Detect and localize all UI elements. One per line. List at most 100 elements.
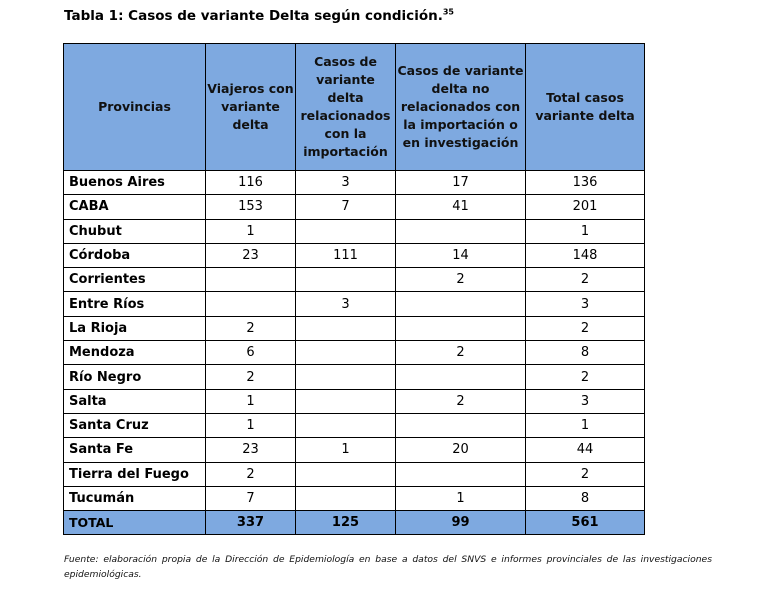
table-title: Tabla 1: Casos de variante Delta según c… xyxy=(64,8,454,24)
table-row: Tierra del Fuego 2 2 xyxy=(63,461,645,487)
table-row: Río Negro 2 2 xyxy=(63,364,645,390)
cell-no-relacionados: 2 xyxy=(395,340,526,366)
cell-no-relacionados xyxy=(395,364,526,390)
cell-viajeros: 153 xyxy=(205,194,296,220)
source-note: Fuente: elaboración propia de la Direcci… xyxy=(64,554,712,580)
cell-viajeros: 7 xyxy=(205,485,296,512)
cell-no-relacionados xyxy=(395,412,526,439)
cell-viajeros: 6 xyxy=(205,340,296,366)
cell-viajeros: 2 xyxy=(205,315,296,342)
table-row: Corrientes 2 2 xyxy=(63,267,645,293)
cell-no-relacionados xyxy=(395,218,526,244)
cell-provincia: Buenos Aires xyxy=(63,169,206,196)
col-header-relacionados: Casos de variante delta relacionados con… xyxy=(295,43,396,171)
cell-no-relacionados: 17 xyxy=(395,169,526,196)
cell-no-relacionados: 99 xyxy=(395,510,526,536)
cell-total: 2 xyxy=(525,315,645,342)
cell-total: 1 xyxy=(525,412,645,439)
cell-total: 44 xyxy=(525,437,645,463)
table-row: Buenos Aires 116 3 17 136 xyxy=(63,169,645,196)
cell-provincia: Chubut xyxy=(63,218,206,244)
table-body: Buenos Aires 116 3 17 136 CABA 153 7 41 201 Chubut… xyxy=(63,169,645,536)
cell-no-relacionados: 1 xyxy=(395,485,526,512)
cell-total: 8 xyxy=(525,485,645,512)
cell-provincia: Tucumán xyxy=(63,485,206,512)
cell-no-relacionados: 2 xyxy=(395,388,526,414)
table-row: Tucumán 7 1 8 xyxy=(63,485,645,512)
cell-provincia: Mendoza xyxy=(63,340,206,366)
cell-relacionados xyxy=(295,218,396,244)
cell-provincia: Salta xyxy=(63,388,206,414)
cell-total: 1 xyxy=(525,218,645,244)
cell-total: 561 xyxy=(525,510,645,536)
cell-no-relacionados: 14 xyxy=(395,242,526,269)
table-row: La Rioja 2 2 xyxy=(63,315,645,342)
cell-provincia: Corrientes xyxy=(63,267,206,293)
cell-provincia: La Rioja xyxy=(63,315,206,342)
cell-relacionados xyxy=(295,388,396,414)
cell-relacionados xyxy=(295,461,396,487)
table-row: Santa Fe 23 1 20 44 xyxy=(63,437,645,463)
cell-no-relacionados xyxy=(395,291,526,317)
cell-viajeros xyxy=(205,291,296,317)
cell-total: 3 xyxy=(525,388,645,414)
table-row: CABA 153 7 41 201 xyxy=(63,194,645,220)
cell-relacionados: 3 xyxy=(295,169,396,196)
cell-provincia: Santa Cruz xyxy=(63,412,206,439)
cell-no-relacionados: 20 xyxy=(395,437,526,463)
table-row: Córdoba 23 111 14 148 xyxy=(63,242,645,269)
table-total-row: TOTAL 337 125 99 561 xyxy=(63,510,645,536)
cell-relacionados xyxy=(295,412,396,439)
cell-total: 2 xyxy=(525,461,645,487)
cell-viajeros: 1 xyxy=(205,388,296,414)
table-row: Santa Cruz 1 1 xyxy=(63,412,645,439)
cell-viajeros xyxy=(205,267,296,293)
cell-relacionados: 111 xyxy=(295,242,396,269)
cell-total: 2 xyxy=(525,267,645,293)
cell-no-relacionados: 2 xyxy=(395,267,526,293)
cell-relacionados xyxy=(295,485,396,512)
table-row: Chubut 1 1 xyxy=(63,218,645,244)
cell-relacionados xyxy=(295,364,396,390)
table-title-text: Tabla 1: Casos de variante Delta según c… xyxy=(64,8,443,24)
cell-no-relacionados xyxy=(395,315,526,342)
cell-total: 3 xyxy=(525,291,645,317)
table-row: Salta 1 2 3 xyxy=(63,388,645,414)
cell-provincia: Río Negro xyxy=(63,364,206,390)
table-row: Mendoza 6 2 8 xyxy=(63,340,645,366)
variant-cases-table: Provincias Viajeros con variante delta C… xyxy=(63,43,645,536)
cell-viajeros: 337 xyxy=(205,510,296,536)
cell-viajeros: 2 xyxy=(205,461,296,487)
cell-total: 2 xyxy=(525,364,645,390)
cell-total: 148 xyxy=(525,242,645,269)
table-row: Entre Ríos 3 3 xyxy=(63,291,645,317)
table-header-row: Provincias Viajeros con variante delta C… xyxy=(63,43,645,171)
cell-relacionados: 7 xyxy=(295,194,396,220)
cell-provincia: TOTAL xyxy=(63,510,206,536)
col-header-no-relacionados: Casos de variante delta no relacionados … xyxy=(395,43,526,171)
cell-viajeros: 116 xyxy=(205,169,296,196)
cell-provincia: Entre Ríos xyxy=(63,291,206,317)
cell-total: 136 xyxy=(525,169,645,196)
cell-provincia: Santa Fe xyxy=(63,437,206,463)
cell-no-relacionados xyxy=(395,461,526,487)
cell-provincia: Tierra del Fuego xyxy=(63,461,206,487)
cell-relacionados xyxy=(295,340,396,366)
cell-viajeros: 23 xyxy=(205,242,296,269)
cell-relacionados: 3 xyxy=(295,291,396,317)
cell-viajeros: 23 xyxy=(205,437,296,463)
cell-total: 201 xyxy=(525,194,645,220)
cell-viajeros: 2 xyxy=(205,364,296,390)
cell-relacionados xyxy=(295,267,396,293)
cell-viajeros: 1 xyxy=(205,412,296,439)
cell-relacionados: 125 xyxy=(295,510,396,536)
col-header-viajeros: Viajeros con variante delta xyxy=(205,43,296,171)
col-header-total: Total casos variante delta xyxy=(525,43,645,171)
cell-provincia: Córdoba xyxy=(63,242,206,269)
cell-provincia: CABA xyxy=(63,194,206,220)
cell-total: 8 xyxy=(525,340,645,366)
cell-relacionados: 1 xyxy=(295,437,396,463)
cell-no-relacionados: 41 xyxy=(395,194,526,220)
footnote-ref: 35 xyxy=(442,7,454,17)
cell-viajeros: 1 xyxy=(205,218,296,244)
